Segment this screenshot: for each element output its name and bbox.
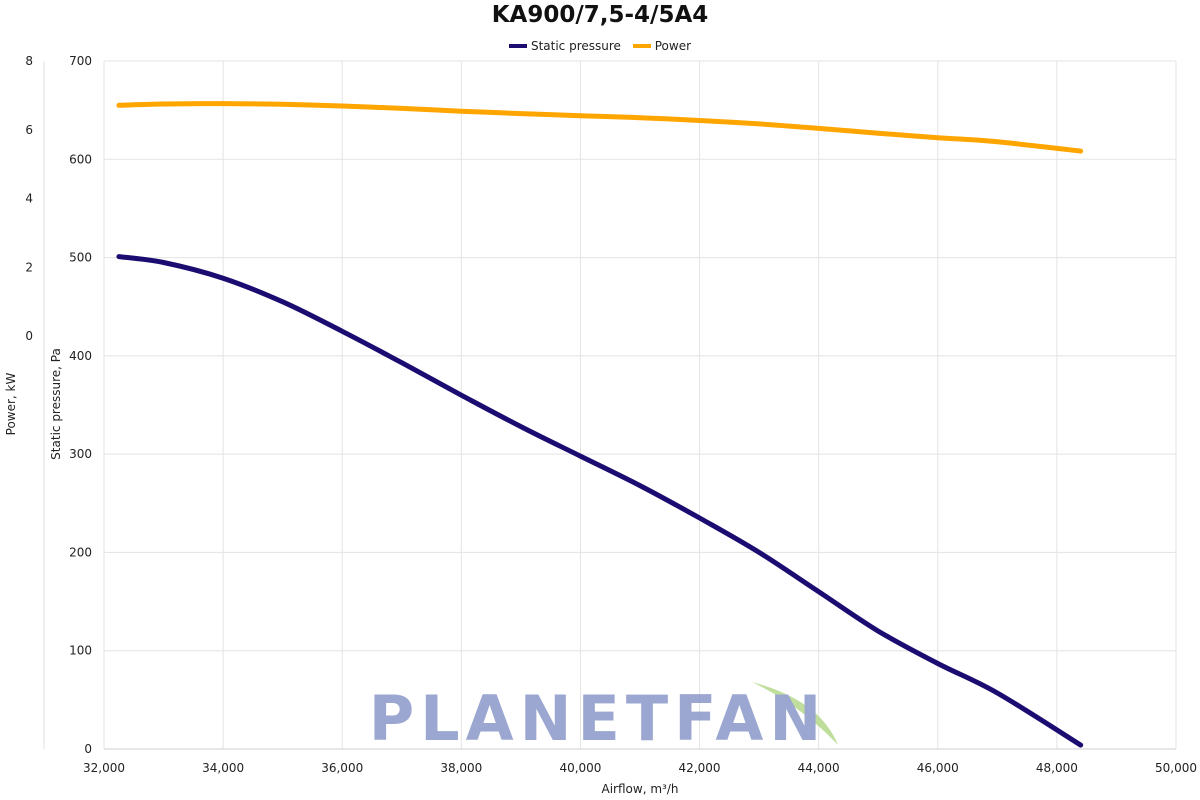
x-tick-label: 50,000 [1155,761,1197,775]
x-tick-label: 32,000 [83,761,125,775]
pressure-tick-label: 600 [69,152,92,166]
legend-item-power[interactable]: Power [632,39,692,53]
y-axis-title-static-pressure: Static pressure, Pa [49,348,63,460]
legend-swatch-static-pressure [508,44,527,48]
x-tick-label: 34,000 [202,761,244,775]
legend-item-static-pressure[interactable]: Static pressure [508,39,621,53]
legend-label-power: Power [654,39,692,53]
x-axis-title: Airflow, m³/h [602,782,679,796]
pressure-tick-label: 400 [69,349,92,363]
pressure-tick-label: 0 [84,742,92,756]
power-line [116,101,1084,154]
axes-layer: 32,000 34,000 36,000 38,000 40,000 42,000 44,0… [25,54,1197,775]
x-tick-label: 48,000 [1036,761,1078,775]
x-tick-label: 42,000 [679,761,721,775]
series-layer [116,101,1084,748]
grid-layer [103,60,1177,750]
power-tick-label: 8 [25,54,33,68]
pressure-tick-label: 300 [69,447,92,461]
y-axis-title-power: Power, kW [4,373,18,436]
pressure-tick-label: 700 [69,54,92,68]
x-tick-label: 36,000 [321,761,363,775]
static-pressure-line [116,254,1084,748]
legend-label-static-pressure: Static pressure [530,39,621,53]
x-tick-label: 38,000 [440,761,482,775]
power-tick-label: 2 [25,260,33,274]
power-tick-label: 4 [25,192,33,206]
pressure-tick-label: 100 [69,644,92,658]
legend-swatch-power [632,44,651,48]
x-tick-label: 40,000 [559,761,601,775]
pressure-tick-label: 200 [69,545,92,559]
planetfan-watermark: PLANETFAN [369,682,838,755]
x-tick-label: 46,000 [917,761,959,775]
legend: Static pressure Power [0,37,1200,53]
chart-title: KA900/7,5-4/5A4 [491,2,709,28]
watermark-logo-text: PLANETFAN [369,682,828,755]
pressure-tick-label: 500 [69,251,92,265]
power-tick-label: 0 [25,329,33,343]
x-tick-label: 44,000 [798,761,840,775]
power-tick-label: 6 [25,123,33,137]
